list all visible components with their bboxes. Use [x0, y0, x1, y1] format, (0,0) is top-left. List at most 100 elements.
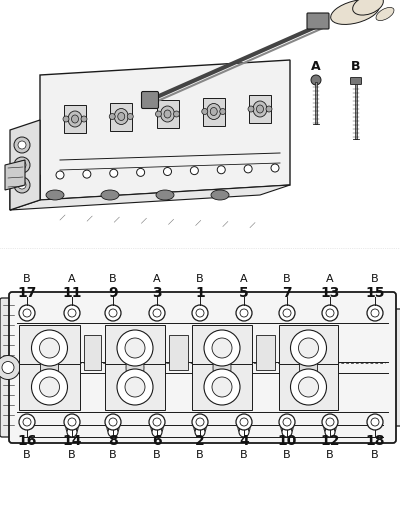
Circle shape	[236, 305, 252, 321]
Circle shape	[195, 427, 205, 437]
Polygon shape	[203, 98, 225, 126]
Bar	[84, 335, 101, 370]
Text: 6: 6	[152, 434, 162, 448]
Circle shape	[236, 414, 252, 430]
Circle shape	[19, 414, 35, 430]
Ellipse shape	[256, 105, 264, 113]
Text: B: B	[196, 450, 204, 460]
Circle shape	[117, 369, 153, 405]
Circle shape	[238, 422, 250, 434]
Circle shape	[298, 377, 318, 397]
Text: A: A	[311, 60, 321, 73]
Circle shape	[279, 414, 295, 430]
Ellipse shape	[300, 353, 318, 382]
Text: B: B	[371, 274, 379, 284]
FancyBboxPatch shape	[9, 292, 396, 443]
Circle shape	[18, 161, 26, 169]
Circle shape	[290, 369, 326, 405]
Circle shape	[212, 338, 232, 358]
Circle shape	[322, 414, 338, 430]
Bar	[279, 364, 338, 410]
Polygon shape	[10, 120, 40, 210]
Text: 11: 11	[62, 286, 82, 300]
Circle shape	[322, 305, 338, 321]
Circle shape	[371, 309, 379, 317]
Circle shape	[23, 418, 31, 426]
Circle shape	[32, 369, 68, 405]
Circle shape	[18, 181, 26, 189]
Circle shape	[19, 305, 35, 321]
Circle shape	[244, 165, 252, 173]
Bar	[279, 325, 338, 371]
Text: 1: 1	[195, 286, 205, 300]
Circle shape	[190, 167, 198, 175]
Text: B: B	[23, 450, 31, 460]
Text: 3: 3	[152, 286, 162, 300]
Text: B: B	[109, 274, 117, 284]
Circle shape	[68, 309, 76, 317]
Circle shape	[68, 418, 76, 426]
Circle shape	[212, 377, 232, 397]
Polygon shape	[40, 60, 290, 200]
Circle shape	[153, 309, 161, 317]
Ellipse shape	[210, 108, 217, 116]
Circle shape	[32, 330, 68, 366]
Bar	[169, 335, 188, 370]
Ellipse shape	[160, 106, 174, 122]
Bar	[355, 84, 357, 139]
Text: 5: 5	[239, 286, 249, 300]
Circle shape	[40, 377, 60, 397]
Circle shape	[109, 418, 117, 426]
Circle shape	[63, 116, 69, 122]
Bar	[315, 82, 317, 124]
Text: A: A	[326, 274, 334, 284]
Circle shape	[325, 427, 335, 437]
Circle shape	[149, 305, 165, 321]
Circle shape	[0, 355, 20, 380]
Circle shape	[108, 427, 118, 437]
Circle shape	[149, 414, 165, 430]
Circle shape	[271, 164, 279, 172]
Polygon shape	[249, 95, 271, 123]
Ellipse shape	[68, 111, 82, 127]
Ellipse shape	[118, 112, 125, 120]
Text: 2: 2	[195, 434, 205, 448]
Circle shape	[64, 414, 80, 430]
Circle shape	[66, 422, 78, 434]
Bar	[105, 325, 165, 371]
Circle shape	[40, 338, 60, 358]
Circle shape	[367, 305, 383, 321]
Circle shape	[109, 309, 117, 317]
Circle shape	[67, 427, 77, 437]
Ellipse shape	[253, 101, 267, 117]
Text: B: B	[283, 450, 291, 460]
Ellipse shape	[211, 190, 229, 200]
Circle shape	[127, 114, 133, 119]
Circle shape	[196, 309, 204, 317]
Circle shape	[152, 427, 162, 437]
Ellipse shape	[376, 7, 394, 21]
Circle shape	[56, 171, 64, 179]
Circle shape	[298, 338, 318, 358]
Ellipse shape	[156, 190, 174, 200]
Circle shape	[2, 362, 14, 373]
Text: B: B	[68, 450, 76, 460]
Circle shape	[240, 418, 248, 426]
Bar	[105, 364, 165, 410]
Circle shape	[14, 157, 30, 173]
Circle shape	[371, 418, 379, 426]
Text: 10: 10	[277, 434, 297, 448]
Circle shape	[290, 330, 326, 366]
Circle shape	[109, 114, 115, 119]
Bar	[19, 325, 80, 371]
Circle shape	[204, 369, 240, 405]
Text: 4: 4	[239, 434, 249, 448]
Text: 12: 12	[320, 434, 340, 448]
Circle shape	[326, 418, 334, 426]
Circle shape	[283, 309, 291, 317]
Circle shape	[239, 427, 249, 437]
Circle shape	[282, 427, 292, 437]
Circle shape	[283, 418, 291, 426]
FancyBboxPatch shape	[387, 309, 400, 426]
Circle shape	[367, 414, 383, 430]
